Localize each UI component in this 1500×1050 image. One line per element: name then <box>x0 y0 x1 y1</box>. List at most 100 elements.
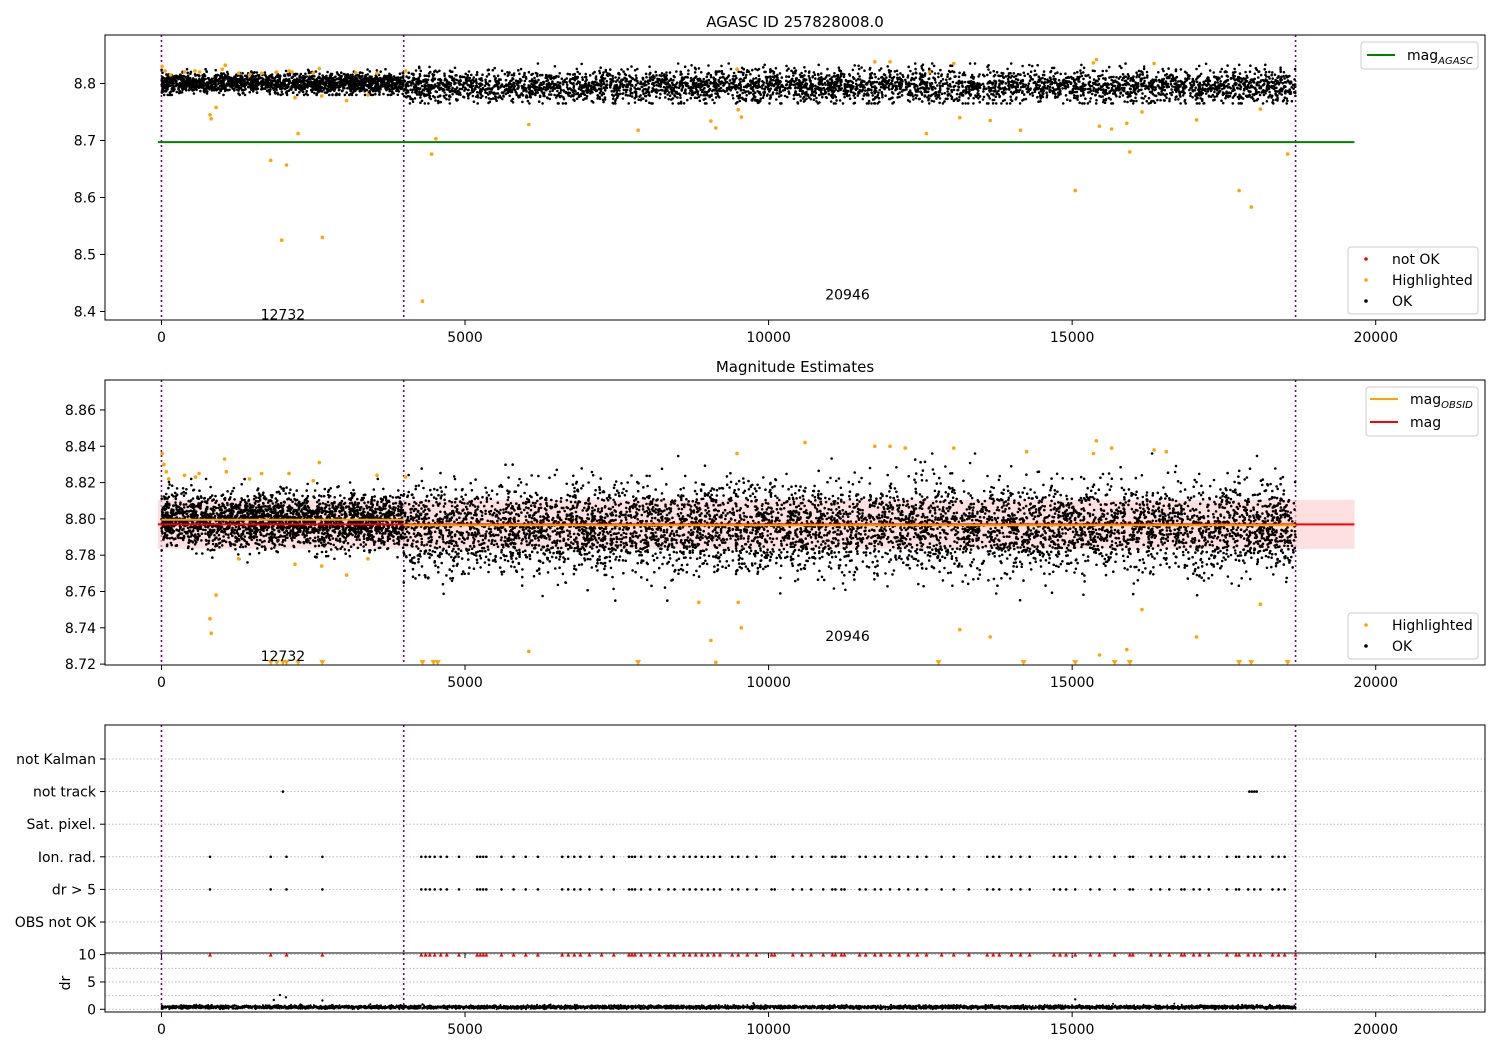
dr-clipped-marker <box>481 952 486 957</box>
flag-point <box>512 855 515 859</box>
flag-point <box>700 855 704 859</box>
dr-clipped-marker <box>699 952 704 957</box>
highlighted-below-range-marker <box>1236 660 1243 666</box>
dr-clipped-marker <box>1258 952 1263 957</box>
dr-clipped-marker <box>857 952 862 957</box>
x-tick-label: 20000 <box>1353 1022 1398 1038</box>
legend-label: OK <box>1392 294 1413 310</box>
flag-point <box>285 888 288 891</box>
highlighted-below-range-marker <box>1111 660 1118 666</box>
flag-point <box>1168 855 1171 859</box>
dr-clipped-marker <box>1073 952 1078 957</box>
dr-clipped-marker <box>939 952 944 957</box>
flag-point <box>1019 888 1022 891</box>
highlighted-point <box>164 469 169 474</box>
dr-clipped-marker <box>966 952 971 957</box>
flag-point <box>673 888 676 891</box>
dr-clipped-marker <box>572 952 577 957</box>
highlighted-point <box>320 235 325 240</box>
flag-point <box>682 855 685 859</box>
flag-point <box>1255 790 1258 793</box>
flag-point <box>746 855 749 859</box>
dr-clipped-marker <box>1112 952 1117 957</box>
flag-point <box>1277 888 1280 891</box>
flag-point <box>879 855 883 859</box>
legend-frame <box>1347 246 1479 315</box>
flag-point <box>457 888 461 891</box>
dr-clipped-marker <box>511 952 516 957</box>
dr-point <box>421 1003 424 1006</box>
y-tick-label: 8.74 <box>65 621 96 637</box>
flag-point <box>718 888 722 891</box>
flag-point <box>573 888 576 891</box>
x-tick-label: 10000 <box>746 1022 791 1038</box>
flag-point <box>428 855 432 859</box>
flag-point <box>1113 888 1116 891</box>
dr-clipped-marker <box>432 952 437 957</box>
highlighted-point <box>1258 602 1263 606</box>
dr-clipped-marker <box>1158 952 1163 957</box>
flag-point <box>445 888 449 891</box>
highlighted-point <box>1164 449 1169 454</box>
highlighted-point <box>873 60 877 64</box>
highlighted-point <box>420 299 425 304</box>
highlighted-point <box>375 71 379 75</box>
flag-point <box>770 888 773 891</box>
dr-clipped-marker <box>456 952 461 957</box>
flag-point <box>952 855 956 859</box>
dr-clipped-marker <box>1293 952 1298 957</box>
flag-point <box>439 888 443 891</box>
flag-point <box>524 855 527 859</box>
flag-point <box>500 855 503 859</box>
flag-point <box>952 888 956 891</box>
flag-point <box>667 855 670 859</box>
highlighted-point <box>1125 121 1129 126</box>
flag-point <box>1089 855 1092 859</box>
obsid-label: 20946 <box>825 287 870 303</box>
dr-clipped-marker <box>1270 952 1275 957</box>
magnitude-legend-lower: Highlighted OK <box>1347 612 1479 660</box>
flag-point <box>1019 855 1022 859</box>
legend-marker-swatch <box>1364 623 1368 627</box>
flag-point <box>208 855 212 859</box>
flag-point <box>858 855 861 859</box>
flag-point <box>600 855 603 859</box>
flag-point <box>600 888 603 891</box>
flag-point <box>1246 855 1250 859</box>
flag-point <box>524 888 527 891</box>
flag-point <box>967 888 971 891</box>
highlighted-point <box>1109 446 1114 450</box>
highlighted-point <box>803 440 807 445</box>
flag-point <box>536 855 540 859</box>
highlighted-point <box>924 131 929 136</box>
highlighted-point <box>160 64 164 69</box>
legend-label: Highlighted <box>1392 273 1473 289</box>
dr-clipped-marker <box>997 952 1002 957</box>
agasc-legend-upper: magAGASC <box>1360 41 1479 70</box>
dr-clipped-marker <box>1018 952 1023 957</box>
flag-point <box>281 790 285 793</box>
flag-point <box>1234 888 1238 891</box>
highlighted-point <box>403 69 408 73</box>
flag-point <box>1253 888 1256 891</box>
dr-clipped-marker <box>444 952 449 957</box>
flag-point <box>906 888 910 891</box>
dr-clipped-marker <box>1182 952 1187 957</box>
flag-point <box>1246 888 1250 891</box>
flag-point <box>688 855 691 859</box>
flag-point <box>800 855 804 859</box>
dr-clipped-marker <box>611 952 616 957</box>
flag-point <box>1064 888 1068 891</box>
dr-clipped-marker <box>693 952 698 957</box>
y-tick-label: 8.80 <box>65 512 96 528</box>
dr-clipped-marker <box>1064 952 1069 957</box>
dr-clipped-marker <box>1282 952 1287 957</box>
highlighted-point <box>739 626 744 630</box>
legend-label: OK <box>1392 639 1413 655</box>
dr-clipped-marker <box>772 952 777 957</box>
highlighted-point <box>287 471 291 476</box>
flag-point <box>916 888 919 891</box>
flag-point <box>560 855 564 859</box>
flag-point <box>694 855 697 859</box>
highlighted-point <box>209 631 213 635</box>
